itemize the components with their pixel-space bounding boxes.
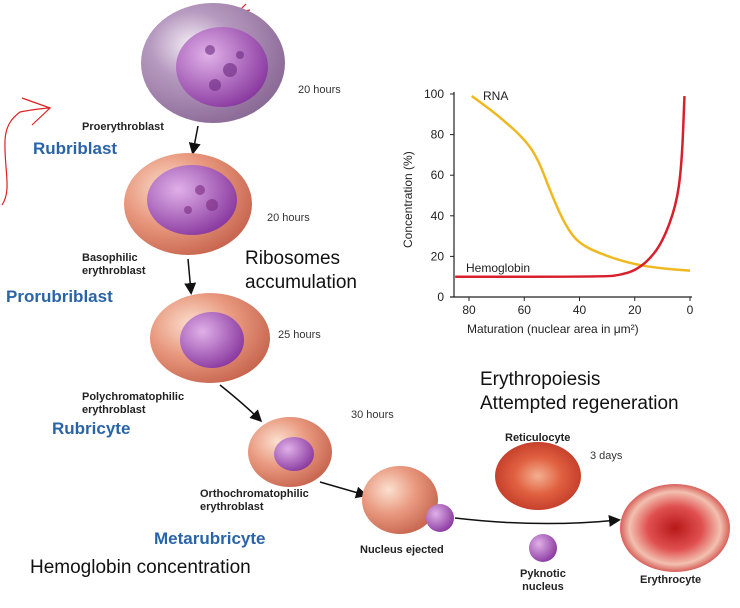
label-line: erythroblast xyxy=(82,404,146,416)
label-orthochromatophilic-erythroblast: Orthochromatophilic erythroblast xyxy=(200,488,309,514)
label-line: Basophilic xyxy=(82,252,138,264)
hemoglobin-line xyxy=(455,95,686,278)
y-tick-label: 20 xyxy=(431,249,445,263)
y-tick-label: 100 xyxy=(424,87,444,101)
polychromatophilic-erythroblast-cell xyxy=(150,293,270,383)
y-tick-label: 40 xyxy=(431,209,445,223)
x-tick-label: 0 xyxy=(687,303,694,317)
duration-proerythroblast: 20 hours xyxy=(298,84,341,96)
hemoglobin-legend-label: Hemoglobin xyxy=(466,261,530,275)
label-line: erythroblast xyxy=(82,265,146,277)
arrow-2 xyxy=(184,258,197,295)
x-tick-label: 40 xyxy=(573,303,587,317)
label-pyknotic-nucleus: Pyknotic nucleus xyxy=(520,568,566,594)
vet-label-metarubricyte: Metarubricyte xyxy=(154,529,266,548)
arrow-1 xyxy=(188,125,201,155)
label-line: nucleus xyxy=(522,581,564,593)
erythrocyte-cell xyxy=(620,484,730,572)
duration-reticulocyte: 3 days xyxy=(590,450,623,462)
note-line: accumulation xyxy=(245,272,357,293)
duration-polychromatophilic: 25 hours xyxy=(278,329,321,341)
note-line: Ribosomes xyxy=(245,248,341,269)
note-line: Erythropoiesis xyxy=(480,369,601,390)
duration-orthochromatophilic: 30 hours xyxy=(351,409,394,421)
x-tick-label: 60 xyxy=(518,303,532,317)
arrow-5 xyxy=(454,514,621,527)
label-erythrocyte: Erythrocyte xyxy=(640,574,702,586)
vet-label-prorubriblast: Prorubriblast xyxy=(6,287,113,306)
note-ribosomes: Ribosomes accumulation xyxy=(245,247,357,295)
note-hemoglobin: Hemoglobin concentration xyxy=(30,557,251,578)
pyknotic-nucleus xyxy=(529,534,557,562)
orthochromatophilic-erythroblast-cell xyxy=(248,417,332,487)
label-reticulocyte: Reticulocyte xyxy=(505,432,571,444)
y-axis-label: Concentration (%) xyxy=(401,151,415,248)
label-nucleus-ejected: Nucleus ejected xyxy=(360,544,444,556)
duration-basophilic: 20 hours xyxy=(267,212,310,224)
note-line: Attempted regeneration xyxy=(480,393,679,414)
y-tick-label: 0 xyxy=(437,290,444,304)
rna-line xyxy=(471,95,691,272)
nucleus-ejected-cell xyxy=(362,466,454,534)
reticulocyte-cell xyxy=(495,442,581,510)
annotation-bracket-left xyxy=(1,97,52,206)
basophilic-erythroblast-cell xyxy=(124,153,252,255)
x-axis-label: Maturation (nuclear area in μm²) xyxy=(467,322,639,336)
x-tick-label: 80 xyxy=(462,303,476,317)
label-line: Pyknotic xyxy=(520,568,566,580)
vet-label-rubriblast: Rubriblast xyxy=(33,139,118,158)
arrow-4 xyxy=(319,481,368,499)
x-tick-label: 20 xyxy=(628,303,642,317)
arrow-3 xyxy=(219,384,263,423)
y-tick-label: 60 xyxy=(431,168,445,182)
rna-legend-label: RNA xyxy=(483,89,508,103)
vet-label-rubricyte: Rubricyte xyxy=(52,419,131,438)
proerythroblast-cell xyxy=(141,3,285,123)
concentration-chart: 80 60 40 20 0 0 20 40 60 80 100 RNA Hemoglobin Mat… xyxy=(401,87,694,336)
label-line: erythroblast xyxy=(200,501,264,513)
label-basophilic-erythroblast: Basophilic erythroblast xyxy=(82,252,146,278)
label-proerythroblast: Proerythroblast xyxy=(82,121,164,133)
note-erythropoiesis: Erythropoiesis Attempted regeneration xyxy=(480,368,679,416)
label-line: Polychromatophilic xyxy=(82,391,185,403)
label-line: Orthochromatophilic xyxy=(200,488,309,500)
y-tick-label: 80 xyxy=(431,128,445,142)
label-polychromatophilic-erythroblast: Polychromatophilic erythroblast xyxy=(82,391,184,417)
